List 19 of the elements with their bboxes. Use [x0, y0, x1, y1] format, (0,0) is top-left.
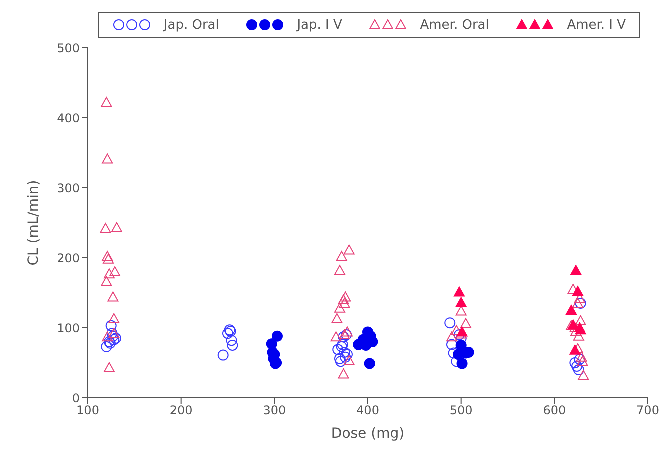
y-tick-label: 0 — [72, 391, 80, 406]
y-tick-label: 400 — [57, 111, 80, 126]
x-tick-label: 700 — [636, 404, 660, 418]
x-tick-label: 100 — [76, 404, 100, 418]
y-tick-label: 200 — [57, 251, 80, 266]
x-tick-label: 300 — [263, 404, 286, 418]
legend-label: Amer. Oral — [420, 18, 490, 32]
legend-label: Jap. Oral — [164, 18, 220, 32]
y-tick-label: 300 — [57, 181, 80, 196]
x-tick-label: 200 — [170, 404, 193, 418]
legend-label: Amer. I V — [567, 18, 626, 32]
legend-label: Jap. I V — [297, 18, 342, 32]
y-tick-label: 100 — [57, 321, 80, 336]
x-tick-label: 500 — [450, 404, 473, 418]
y-tick-label: 500 — [57, 41, 80, 56]
y-axis-title: CL (mL/min) — [26, 180, 42, 266]
x-tick-label: 600 — [543, 404, 566, 418]
x-axis-title: Dose (mg) — [331, 426, 405, 442]
x-tick-label: 400 — [356, 404, 380, 418]
